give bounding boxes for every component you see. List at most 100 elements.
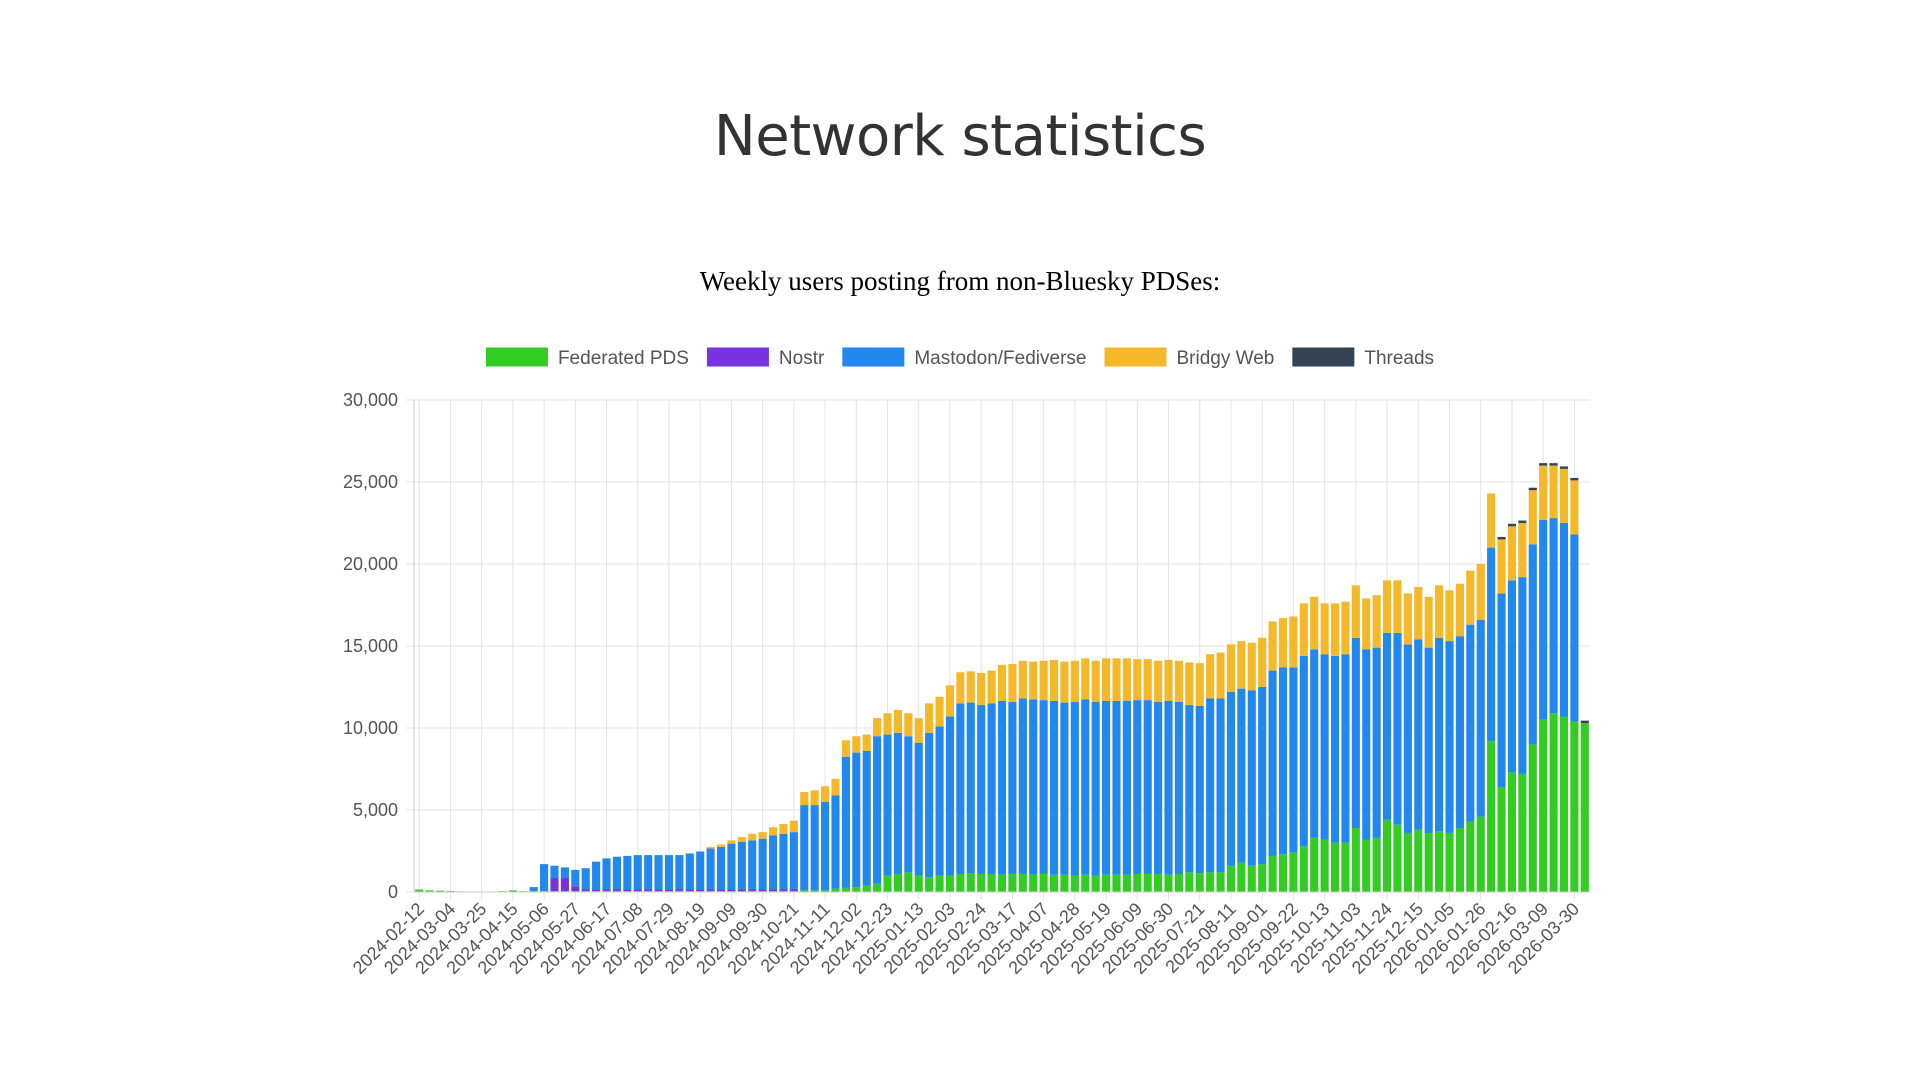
legend-label: Federated PDS — [558, 348, 689, 369]
bar-segment — [1351, 585, 1360, 638]
bar-segment — [560, 878, 569, 892]
bar-segment — [1258, 864, 1267, 892]
bar-segment — [904, 872, 913, 892]
bar-segment — [1455, 583, 1464, 637]
bar-segment — [904, 713, 913, 737]
bar-segment — [1497, 593, 1506, 788]
bar-segment — [800, 791, 809, 806]
bar-segment — [883, 713, 892, 735]
bar-segment — [1330, 603, 1340, 656]
bar-segment — [1310, 596, 1319, 650]
bar-segment — [737, 837, 746, 842]
bar-segment — [893, 873, 902, 892]
bar-segment — [1091, 701, 1100, 876]
bar-segment — [1549, 518, 1558, 714]
bar-segment — [644, 855, 653, 890]
bar-segment — [841, 756, 850, 888]
bar-segment — [831, 795, 840, 889]
bar-segment — [956, 672, 965, 704]
bar-segment — [592, 861, 601, 890]
bar-segment — [1185, 705, 1194, 873]
bar-segment — [1070, 701, 1079, 876]
bar-segment — [821, 801, 830, 891]
bar-segment — [1393, 824, 1402, 892]
bar-segment — [696, 851, 705, 852]
bar-segment — [1299, 603, 1308, 656]
bar-segment — [852, 752, 861, 888]
bar-segment — [1476, 816, 1485, 892]
chart-legend: Federated PDS Nostr Mastodon/Fediverse Brid… — [485, 347, 1434, 369]
bar-segment — [1372, 595, 1381, 648]
bar-segment — [1174, 660, 1183, 702]
legend-swatch — [485, 347, 548, 367]
bar-segment — [1539, 719, 1548, 892]
bar-segment — [1518, 773, 1527, 892]
bar-segment — [425, 890, 434, 892]
bar-segment — [977, 673, 986, 706]
bar-segment — [1424, 596, 1433, 648]
y-tick-label: 15,000 — [343, 636, 398, 656]
bar-segment — [696, 889, 705, 892]
bar-segment — [1060, 661, 1069, 703]
bar-segment — [1258, 637, 1267, 687]
bar-segment — [1174, 701, 1183, 874]
bar-segment — [1310, 837, 1319, 892]
bar-segment — [633, 855, 642, 890]
bar-segment — [1247, 690, 1256, 866]
bar-segment — [1320, 839, 1329, 892]
bar-segment — [612, 889, 621, 892]
bar-segment — [1154, 660, 1163, 702]
bar-segment — [1393, 632, 1402, 825]
bar-segment — [1528, 544, 1537, 745]
bar-segment — [758, 889, 767, 892]
bar-segment — [685, 889, 694, 892]
bar-segment — [1570, 721, 1579, 892]
bar-segment — [966, 671, 975, 703]
bar-segment — [1278, 618, 1288, 668]
bar-segment — [664, 855, 674, 890]
bar-segment — [1403, 593, 1412, 645]
bar-segment — [831, 888, 840, 892]
bar-segment — [1216, 652, 1225, 699]
bar-segment — [1278, 854, 1288, 892]
bar-segment — [1237, 688, 1246, 863]
bar-segment — [1070, 660, 1079, 702]
bar-segment — [1351, 828, 1360, 892]
bar-segment — [1487, 741, 1496, 892]
bar-segment — [1258, 687, 1267, 865]
bar-segment — [550, 865, 559, 879]
bar-segment — [1455, 828, 1464, 892]
bar-segment — [862, 885, 871, 892]
bar-segment — [1559, 523, 1569, 717]
bar-segment — [821, 786, 830, 802]
bar-segment — [1206, 654, 1215, 699]
bar-segment — [862, 750, 871, 886]
bar-segment — [1164, 659, 1173, 701]
bar-segment — [1154, 701, 1163, 874]
bar-segment — [1455, 636, 1464, 829]
y-tick-label: 30,000 — [343, 390, 398, 410]
y-tick-label: 5,000 — [353, 800, 398, 820]
bar-segment — [1383, 632, 1392, 820]
bar-segment — [1393, 580, 1402, 633]
bar-segment — [1424, 647, 1433, 833]
bar-segment — [800, 805, 809, 891]
legend-label: Nostr — [779, 348, 825, 369]
bar-segment — [1018, 698, 1027, 874]
bar-segment — [1518, 520, 1527, 523]
bar-segment — [1383, 819, 1392, 892]
bar-segment — [633, 889, 642, 892]
bar-segment — [768, 835, 778, 890]
bar-segment — [1549, 463, 1558, 466]
bar-segment — [1185, 662, 1194, 706]
bar-segment — [1039, 700, 1048, 874]
bar-segment — [1341, 601, 1350, 655]
bar-segment — [893, 709, 902, 733]
bar-segment — [1008, 873, 1017, 892]
bar-segment — [1049, 700, 1059, 875]
bar-segment — [1445, 832, 1454, 892]
bar-segment — [810, 890, 819, 892]
bar-segment — [1497, 787, 1506, 892]
chart-title: Weekly users posting from non-Bluesky PD… — [699, 266, 1221, 296]
